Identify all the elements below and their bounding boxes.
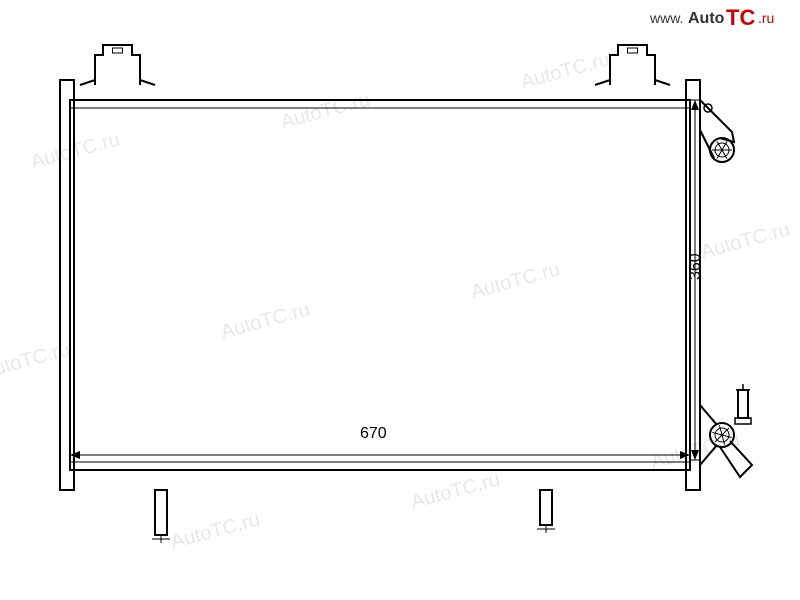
svg-text:Auto: Auto <box>688 10 725 27</box>
site-logo: www. Auto TC .ru <box>650 5 790 42</box>
radiator-diagram: 670 360 <box>50 40 750 560</box>
width-dimension-label: 670 <box>360 425 387 442</box>
svg-text:.ru: .ru <box>758 10 774 26</box>
logo-url-text: www. <box>650 10 683 26</box>
height-dimension-label: 360 <box>687 253 704 280</box>
diagram-svg: 670 360 <box>50 40 770 560</box>
svg-text:TC: TC <box>726 5 755 30</box>
